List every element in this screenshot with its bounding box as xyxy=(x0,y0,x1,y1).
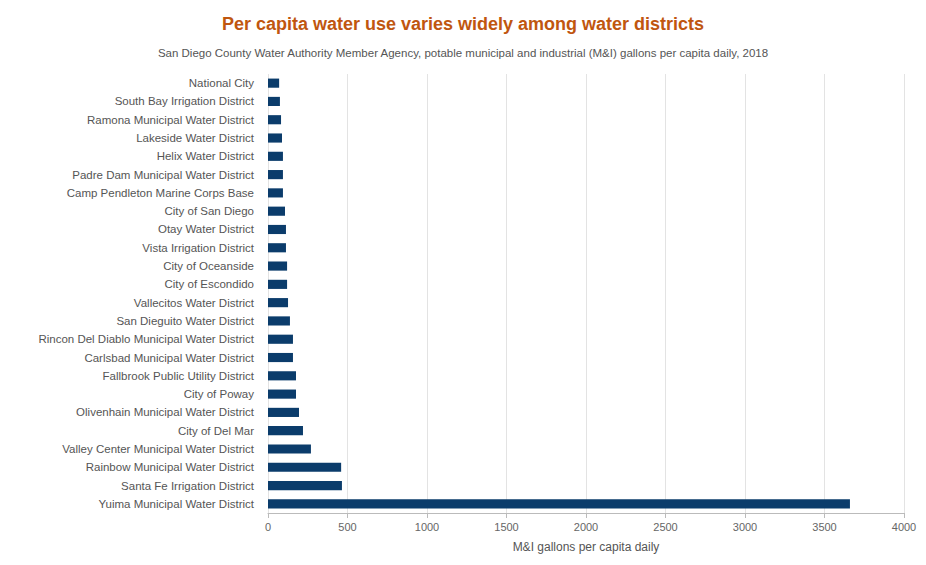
svg-text:Fallbrook Public Utility Distr: Fallbrook Public Utility District xyxy=(103,370,255,382)
svg-text:South Bay Irrigation District: South Bay Irrigation District xyxy=(115,95,255,107)
svg-text:City of Oceanside: City of Oceanside xyxy=(163,260,254,272)
svg-text:M&I gallons per capita daily: M&I gallons per capita daily xyxy=(513,540,660,554)
svg-text:4000: 4000 xyxy=(892,521,916,533)
svg-text:Helix Water District: Helix Water District xyxy=(157,150,255,162)
svg-text:San Dieguito Water District: San Dieguito Water District xyxy=(116,315,254,327)
svg-text:Carlsbad Municipal Water Distr: Carlsbad Municipal Water District xyxy=(84,352,254,364)
svg-text:National City: National City xyxy=(189,77,254,89)
svg-text:2000: 2000 xyxy=(574,521,598,533)
svg-text:Rainbow Municipal Water Distri: Rainbow Municipal Water District xyxy=(86,461,255,473)
svg-text:Yuima Municipal Water District: Yuima Municipal Water District xyxy=(98,498,254,510)
svg-text:Valley Center Municipal Water: Valley Center Municipal Water District xyxy=(62,443,255,455)
svg-text:Vallecitos Water District: Vallecitos Water District xyxy=(134,297,255,309)
svg-text:Rincon Del Diablo Municipal Wa: Rincon Del Diablo Municipal Water Distri… xyxy=(38,333,254,345)
svg-text:2500: 2500 xyxy=(653,521,677,533)
svg-text:3000: 3000 xyxy=(733,521,757,533)
svg-text:Otay Water District: Otay Water District xyxy=(158,223,255,235)
svg-text:Lakeside Water District: Lakeside Water District xyxy=(136,132,255,144)
svg-text:City of Escondido: City of Escondido xyxy=(165,278,255,290)
svg-text:0: 0 xyxy=(265,521,271,533)
svg-text:1000: 1000 xyxy=(415,521,439,533)
svg-text:Ramona Municipal Water Distric: Ramona Municipal Water District xyxy=(87,114,255,126)
svg-text:San Diego County Water Authori: San Diego County Water Authority Member … xyxy=(158,47,768,59)
svg-text:3500: 3500 xyxy=(812,521,836,533)
svg-text:1500: 1500 xyxy=(494,521,518,533)
svg-text:City of San Diego: City of San Diego xyxy=(165,205,255,217)
svg-text:Vista Irrigation District: Vista Irrigation District xyxy=(142,242,254,254)
svg-text:500: 500 xyxy=(338,521,356,533)
svg-text:City of Poway: City of Poway xyxy=(184,388,255,400)
svg-text:Olivenhain Municipal Water Dis: Olivenhain Municipal Water District xyxy=(76,406,255,418)
svg-text:Per capita water use varies wi: Per capita water use varies widely among… xyxy=(222,14,704,34)
svg-text:Padre Dam Municipal Water Dist: Padre Dam Municipal Water District xyxy=(72,169,255,181)
svg-text:City of Del Mar: City of Del Mar xyxy=(178,425,254,437)
svg-text:Camp Pendleton Marine Corps Ba: Camp Pendleton Marine Corps Base xyxy=(67,187,254,199)
svg-text:Santa Fe Irrigation District: Santa Fe Irrigation District xyxy=(121,480,255,492)
